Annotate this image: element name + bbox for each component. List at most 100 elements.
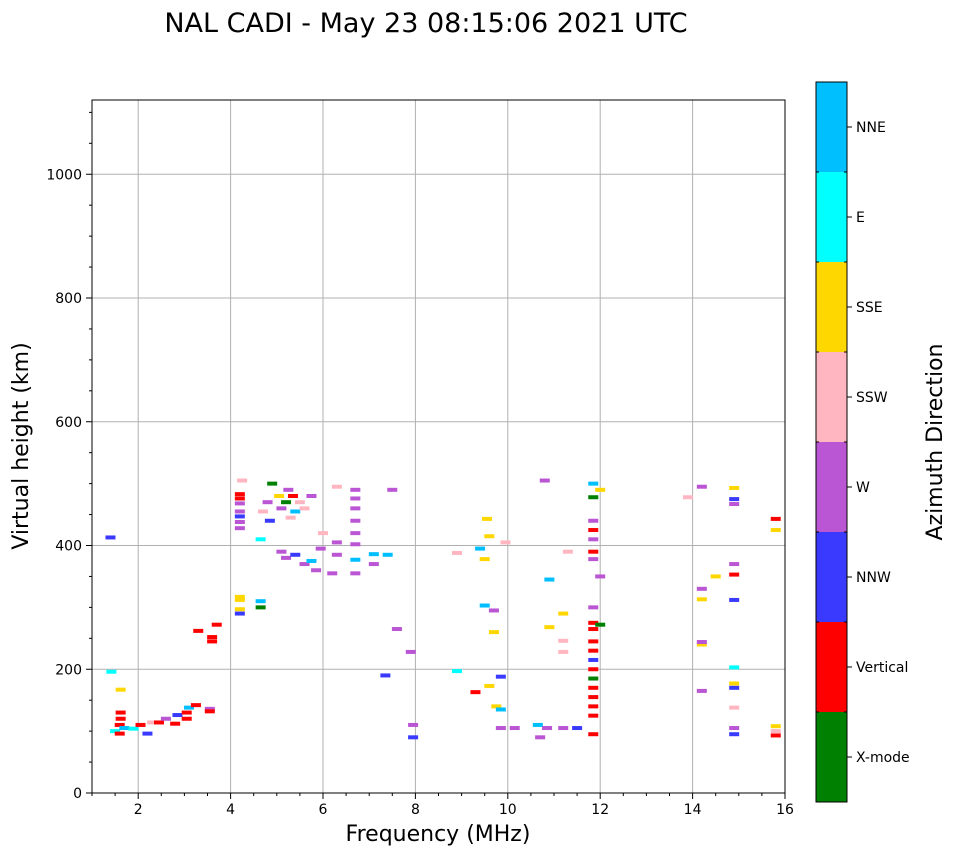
y-tick-label: 1000 [46,167,82,183]
data-point [294,500,305,505]
data-point [479,603,490,608]
data-point [588,495,599,500]
data-point [588,481,599,486]
data-point [696,642,707,647]
data-point [234,607,245,612]
data-point [257,509,268,514]
y-tick-label: 200 [55,662,82,678]
colorbar-segment [816,172,847,262]
data-point [115,710,126,715]
y-tick-label: 800 [55,291,82,307]
data-point [451,669,462,674]
y-tick-label: 0 [73,786,82,802]
data-point [539,478,550,483]
x-tick-label: 10 [499,802,517,818]
data-point [234,514,245,519]
data-point [696,640,707,645]
data-point [484,683,495,688]
data-point [234,526,245,531]
data-point [262,500,273,505]
colorbar-label: NNW [856,570,891,586]
data-point [327,571,338,576]
data-point [128,726,139,731]
data-point [729,726,740,731]
data-point [368,552,379,557]
data-point [285,515,296,520]
data-point [475,546,486,551]
data-point [488,608,499,613]
data-point [588,704,599,709]
data-point [287,494,298,498]
data-point [311,568,322,573]
data-point [572,726,583,731]
x-tick-label: 12 [591,802,609,818]
data-point [318,531,328,536]
data-point [588,518,599,523]
x-tick-label: 4 [226,802,235,818]
data-point [350,531,361,536]
data-point [729,597,740,602]
data-point [207,635,218,640]
chart-title: NAL CADI - May 23 08:15:06 2021 UTC [164,8,687,39]
data-point [368,562,379,567]
data-point [331,552,342,557]
colorbar-segment [816,532,847,622]
data-point [558,649,569,654]
data-point [114,722,125,727]
data-point [204,706,215,711]
data-point [729,705,740,710]
data-point [115,716,126,721]
data-point [408,722,419,727]
data-point [255,605,266,610]
data-point [110,729,121,734]
data-point [290,552,301,557]
colorbar-label: W [856,480,870,496]
data-point [729,485,740,490]
data-point [190,703,201,708]
plot-frame [91,99,786,794]
data-point [588,557,599,562]
data-point [729,681,740,686]
colorbar-label: NNE [856,120,886,136]
data-point [147,720,158,725]
data-point [595,574,606,579]
data-point [770,724,781,729]
data-point [588,627,599,632]
y-tick-label: 600 [55,415,82,431]
colorbar-segment [816,712,847,802]
data-point [488,630,499,635]
data-point [770,528,781,533]
data-point [331,484,342,489]
data-point [588,648,599,653]
data-point [350,518,361,523]
data-point [350,557,361,562]
data-point [255,537,266,542]
data-point [451,550,462,555]
x-tick-label: 8 [411,802,420,818]
data-point [234,594,245,599]
colorbar: X-mode Vertical NNW W SSW SSE E NNE [815,81,910,803]
data-point [387,487,398,492]
data-point [181,710,192,715]
data-point [535,735,546,740]
colorbar-title: Azimuth Direction [923,343,948,540]
data-point [595,622,606,627]
data-point [135,722,146,727]
data-point [234,597,245,602]
data-point [532,722,543,727]
data-point [588,676,599,681]
colorbar-segment [816,262,847,352]
data-point [290,509,301,514]
data-point [408,735,419,740]
y-tick-label: 400 [55,539,82,555]
data-point [350,542,361,547]
data-point [105,535,116,540]
data-point [350,496,361,501]
data-point [588,528,599,533]
data-point [729,732,740,737]
data-point [588,537,599,542]
x-tick-label: 14 [684,802,702,818]
data-point [558,726,569,731]
data-point [491,704,502,709]
plot-area: 2 4 6 8 10 12 14 16 0 200 400 600 800 1000 [46,99,794,818]
